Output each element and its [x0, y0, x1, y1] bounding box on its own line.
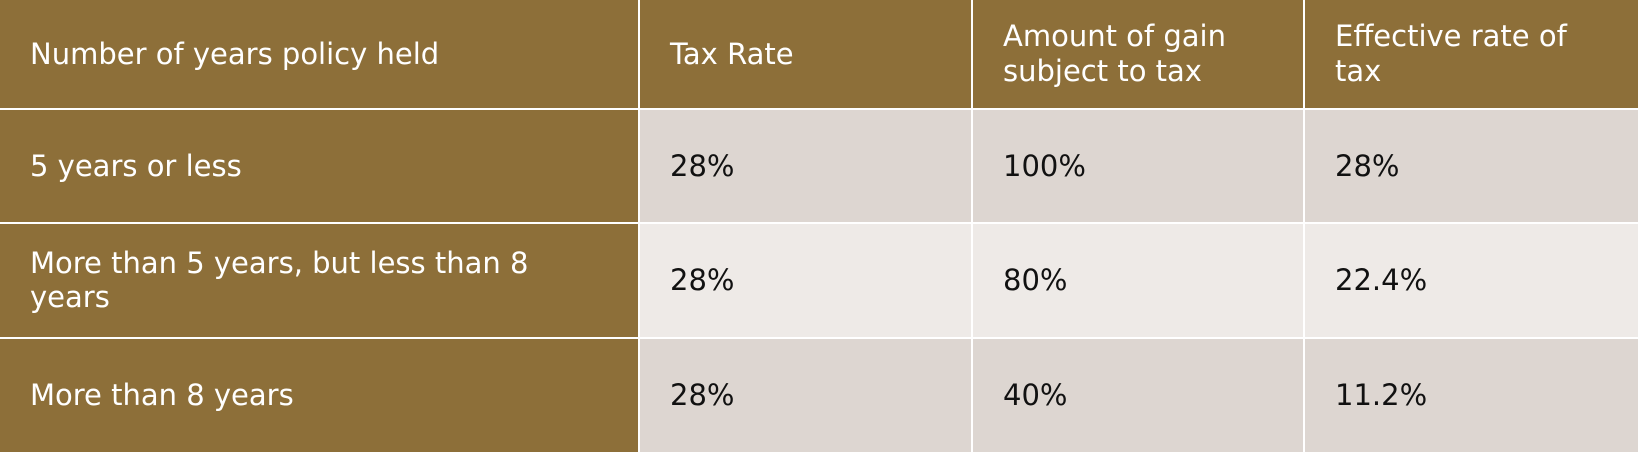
header-cell: Number of years policy held — [0, 0, 640, 110]
table-cell: 28% — [638, 336, 973, 452]
table-cell: 28% — [1303, 107, 1638, 225]
row-label: More than 8 years — [0, 336, 640, 452]
header-cell: Effective rate of tax — [1303, 0, 1638, 110]
table-cell: 28% — [638, 222, 973, 339]
table-cell: 80% — [971, 222, 1305, 339]
header-cell: Tax Rate — [638, 0, 973, 110]
header-cell: Amount of gain subject to tax — [971, 0, 1305, 110]
table-cell: 100% — [971, 107, 1305, 225]
table-cell: 28% — [638, 107, 973, 225]
row-label: More than 5 years, but less than 8 years — [0, 222, 640, 339]
table-row: More than 5 years, but less than 8 years… — [0, 222, 1638, 339]
table-row: 5 years or less 28% 100% 28% — [0, 107, 1638, 225]
table-cell: 11.2% — [1303, 336, 1638, 452]
header-row: Number of years policy held Tax Rate Amoun… — [0, 0, 1638, 110]
table-row: More than 8 years 28% 40% 11.2% — [0, 336, 1638, 452]
row-label: 5 years or less — [0, 107, 640, 225]
table-cell: 22.4% — [1303, 222, 1638, 339]
table-cell: 40% — [971, 336, 1305, 452]
